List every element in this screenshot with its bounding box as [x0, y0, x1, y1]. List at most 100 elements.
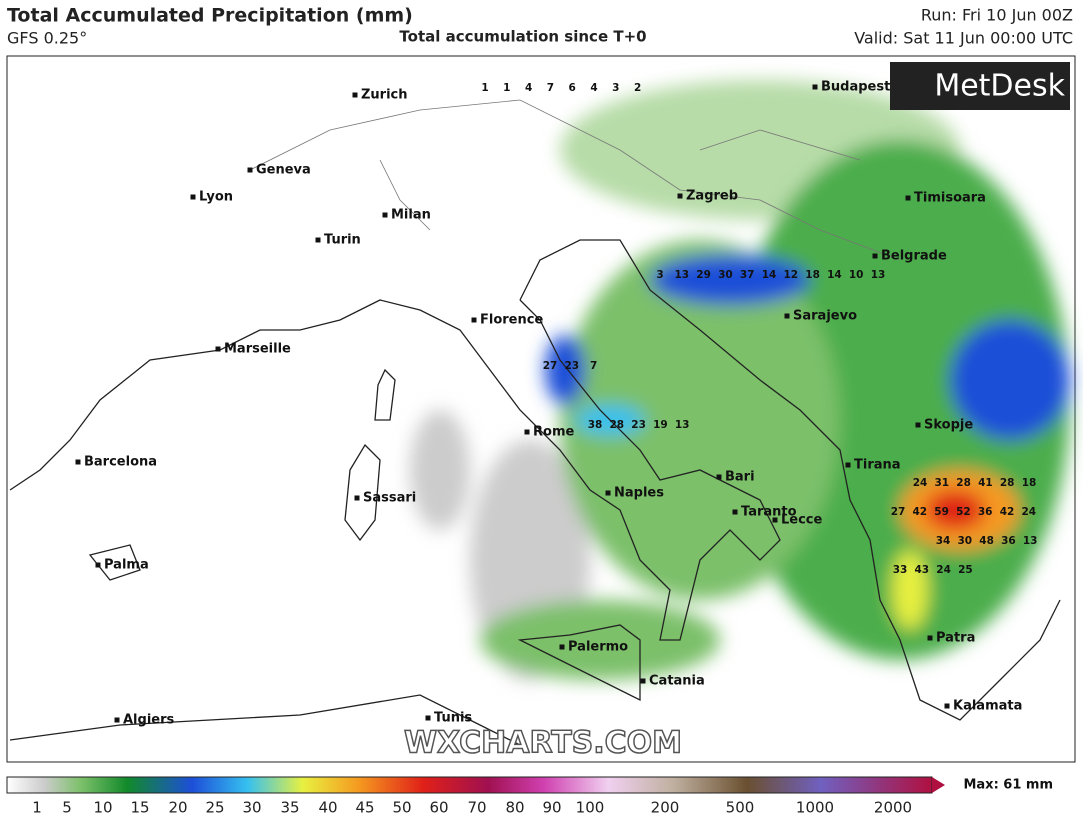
- city-marker: [114, 717, 120, 723]
- city-marker: [605, 490, 611, 496]
- city-marker: [425, 715, 431, 721]
- colorbar-label: 200: [651, 799, 680, 817]
- city-label: Geneva: [256, 163, 311, 178]
- city-label: Bari: [725, 470, 755, 485]
- city-label: Sassari: [363, 491, 416, 506]
- grid-value: 14: [827, 269, 842, 281]
- city-label: Tirana: [854, 458, 901, 473]
- precip: [410, 80, 1070, 680]
- city-marker: [524, 429, 530, 435]
- grid-value: 34: [936, 535, 951, 547]
- city-label: Belgrade: [881, 249, 947, 264]
- grid-value: 38: [588, 419, 603, 431]
- colorbar-label: 15: [130, 799, 149, 817]
- city-marker: [352, 92, 358, 98]
- city-marker: [315, 237, 321, 243]
- grid-value: 19: [653, 419, 668, 431]
- city-label: Patra: [936, 631, 975, 646]
- colorbar-label: 45: [355, 799, 374, 817]
- city-label: Palermo: [568, 640, 628, 655]
- city-marker: [716, 474, 722, 480]
- city-label: Timisoara: [914, 191, 986, 206]
- city-marker: [812, 84, 818, 90]
- city-label: Palma: [104, 558, 149, 573]
- colorbar-arrow: [932, 777, 945, 793]
- grid-value: 13: [1023, 535, 1038, 547]
- grid-value: 59: [934, 506, 949, 518]
- city-marker: [95, 562, 101, 568]
- grid-value: 43: [914, 564, 929, 576]
- grid-value: 28: [1000, 477, 1015, 489]
- city-marker: [190, 194, 196, 200]
- colorbar-label: 70: [467, 799, 486, 817]
- city-marker: [559, 644, 565, 650]
- city-label: Kalamata: [953, 699, 1022, 714]
- city-marker: [927, 635, 933, 641]
- grid-value: 24: [1021, 506, 1036, 518]
- grid-value: 42: [1000, 506, 1015, 518]
- grid-value: 42: [912, 506, 927, 518]
- logo: MetDesk: [934, 69, 1065, 104]
- city-marker: [784, 313, 790, 319]
- colorbar-label: 5: [62, 799, 72, 817]
- title: Total Accumulated Precipitation (mm): [7, 5, 413, 27]
- city-marker: [382, 212, 388, 218]
- grid-value: 31: [934, 477, 949, 489]
- grid-value: 36: [978, 506, 993, 518]
- colorbar-label: 60: [429, 799, 448, 817]
- colorbar-label: 35: [280, 799, 299, 817]
- grid-value: 3: [612, 82, 619, 94]
- valid: Valid: Sat 11 Jun 00:00 UTC: [854, 29, 1073, 48]
- grid-value: 2: [634, 82, 641, 94]
- grid-value: 1: [481, 82, 488, 94]
- city-label: Milan: [391, 208, 431, 223]
- max-label: Max: 61 mm: [963, 778, 1053, 793]
- colorbar-label: 1000: [796, 799, 834, 817]
- city-label: Barcelona: [84, 455, 157, 470]
- city-label: Zagreb: [686, 189, 738, 204]
- city-label: Marseille: [224, 342, 291, 357]
- city-label: Rome: [533, 425, 574, 440]
- grid-value: 36: [1001, 535, 1016, 547]
- grid-value: 7: [590, 360, 597, 372]
- grid-value: 24: [936, 564, 951, 576]
- grid-value: 28: [956, 477, 971, 489]
- grid-value: 41: [978, 477, 993, 489]
- grid-value: 13: [674, 269, 689, 281]
- grid-value: 18: [1022, 477, 1037, 489]
- grid-value: 4: [525, 82, 532, 94]
- grid-value: 27: [891, 506, 906, 518]
- city-marker: [215, 346, 221, 352]
- subtitle: Total accumulation since T+0: [399, 28, 646, 46]
- colorbar: [6, 776, 933, 794]
- city-label: Sarajevo: [793, 309, 857, 324]
- watermark: WXCHARTS.COM: [404, 726, 682, 761]
- grid-value: 3: [656, 269, 663, 281]
- colorbar-label: 80: [505, 799, 524, 817]
- model: GFS 0.25°: [7, 29, 87, 48]
- city-marker: [75, 459, 81, 465]
- grid-value: 4: [590, 82, 597, 94]
- grid-value: 52: [956, 506, 971, 518]
- grid-value: 25: [958, 564, 973, 576]
- colorbar-label: 100: [576, 799, 605, 817]
- grid-value: 30: [957, 535, 972, 547]
- grid-value: 1: [503, 82, 510, 94]
- city-label: Lyon: [199, 190, 233, 205]
- grid-value: 48: [979, 535, 994, 547]
- grid-value: 7: [547, 82, 554, 94]
- grid-value: 10: [849, 269, 864, 281]
- run: Run: Fri 10 Jun 00Z: [921, 6, 1073, 25]
- city-marker: [471, 317, 477, 323]
- city-label: Catania: [649, 674, 705, 689]
- city-label: Tunis: [434, 711, 472, 726]
- city-label: Taranto: [741, 505, 797, 520]
- city-label: Budapest: [821, 80, 890, 95]
- city-label: Turin: [324, 233, 361, 248]
- city-marker: [247, 167, 253, 173]
- grid-value: 13: [675, 419, 690, 431]
- colorbar-label: 20: [168, 799, 187, 817]
- map: Zurich Geneva Lyon Milan Turin Marseille Flore…: [6, 55, 1076, 763]
- grid-value: 30: [718, 269, 733, 281]
